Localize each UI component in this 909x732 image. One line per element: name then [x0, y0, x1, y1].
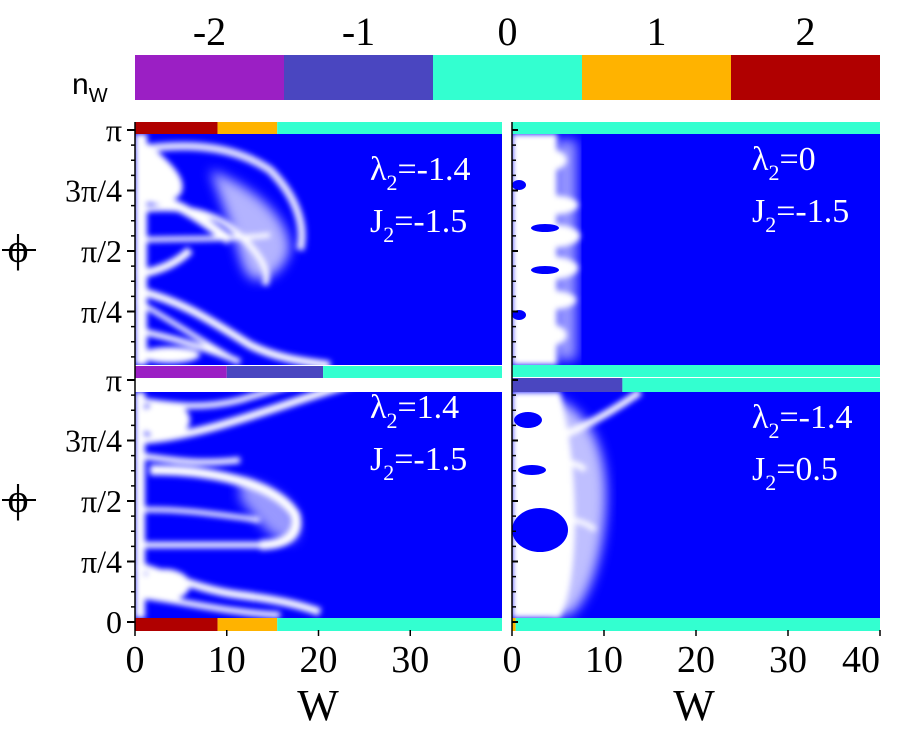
x-tick-label: 30: [769, 639, 807, 681]
x-tick-label: 0: [126, 639, 145, 681]
panel-j-label: J2=-1.5: [370, 441, 467, 485]
x-axis-label: W: [297, 681, 339, 730]
panel-lambda-label: λ2=-1.4: [370, 151, 471, 195]
y-tick-label: 0: [106, 604, 122, 640]
winding-number-strips: [135, 122, 880, 631]
x-tick-label: 40: [842, 639, 880, 681]
panel-bottom-left-features: [135, 392, 339, 618]
nw-strip-segment: [512, 365, 880, 377]
panel-bottom-right-features: [512, 392, 643, 618]
x-tick-label: 0: [503, 639, 522, 681]
colorbar-tick-label: 0: [498, 9, 518, 54]
y-tick-label: π/2: [81, 233, 122, 269]
colorbar-label: nW: [72, 68, 108, 107]
x-tick-label: 30: [391, 639, 429, 681]
nw-strip-segment: [277, 122, 502, 134]
nw-strip-segment: [512, 122, 880, 134]
y-tick-label: π: [106, 112, 122, 148]
y-tick-label: 3π/4: [65, 423, 122, 459]
panel-top-right-features: [512, 134, 580, 365]
colorbar: nW -2 -1 0 1 2: [72, 9, 880, 107]
nw-strip-segment: [217, 618, 278, 631]
panel-lambda-label: λ2=0: [752, 141, 816, 185]
nw-strip-segment: [135, 366, 227, 378]
nw-strip-segment: [323, 366, 502, 378]
y-axis: π/4 π/2 3π/4 π 0 π/4 π/2 3π/4 π ϕ ϕ: [2, 112, 518, 640]
panel-lambda-label: λ2=1.4: [370, 389, 459, 433]
colorbar-segment: [731, 55, 880, 100]
colorbar-segment: [433, 55, 582, 100]
nw-strip-segment: [512, 378, 623, 392]
y-tick-label: π/4: [81, 544, 122, 580]
colorbar-segment: [135, 55, 284, 100]
axes-frames: [134, 122, 513, 630]
colorbar-segment: [284, 55, 433, 100]
y-axis-label: ϕ: [7, 226, 28, 271]
y-tick-label: π/2: [81, 483, 122, 519]
panel-j-label: J2=-1.5: [370, 203, 467, 247]
panel-top-left-field: [135, 134, 502, 365]
nw-strip-segment: [512, 618, 516, 631]
y-tick-label: π: [106, 362, 122, 398]
x-axis: 0 10 20 30 0 10 20 30 40 W W: [126, 630, 881, 730]
panel-annotations: λ2=-1.4 J2=-1.5 λ2=0 J2=-1.5 λ2=1.4 J2=-1.5 λ2…: [370, 141, 853, 495]
nw-strip-segment: [135, 618, 218, 631]
y-tick-label: 3π/4: [65, 173, 122, 209]
panel-lambda-label: λ2=-1.4: [752, 399, 853, 443]
panel-j-label: J2=-1.5: [752, 193, 849, 237]
x-tick-label: 10: [585, 639, 623, 681]
x-axis-label: W: [673, 681, 715, 730]
y-axis-label: ϕ: [7, 476, 28, 521]
nw-strip-segment: [135, 122, 218, 134]
nw-strip-segment: [515, 618, 880, 631]
panel-j-label: J2=0.5: [752, 451, 838, 495]
panel-top-left-features: [135, 134, 331, 365]
nw-strip-segment: [217, 122, 278, 134]
nw-strip-segment: [277, 618, 502, 631]
colorbar-tick-label: 2: [796, 9, 816, 54]
colorbar-tick-label: 1: [647, 9, 667, 54]
y-tick-label: π/4: [81, 294, 122, 330]
nw-strip-segment: [226, 366, 324, 378]
x-tick-label: 20: [300, 639, 338, 681]
x-tick-label: 20: [677, 639, 715, 681]
x-tick-label: 10: [208, 639, 246, 681]
colorbar-segment: [582, 55, 731, 100]
nw-strip-segment: [622, 378, 880, 392]
colorbar-tick-label: -1: [342, 9, 375, 54]
colorbar-tick-label: -2: [193, 9, 226, 54]
